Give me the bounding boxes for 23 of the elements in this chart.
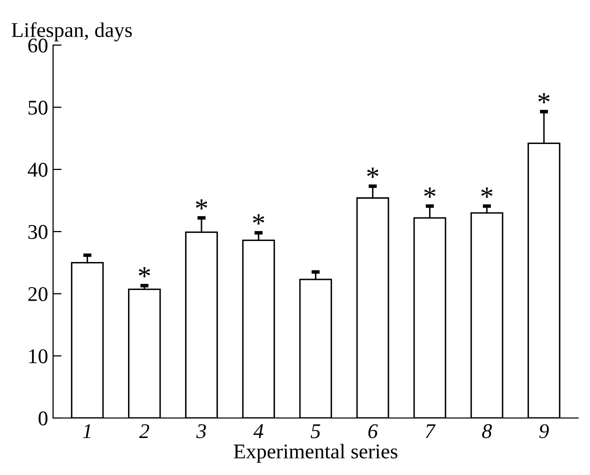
y-tick-label: 50 xyxy=(28,100,48,115)
x-tick-label: 8 xyxy=(482,424,492,438)
x-tick-label: 3 xyxy=(196,424,206,438)
annotation: * xyxy=(196,199,208,210)
annotation: * xyxy=(424,188,436,198)
y-tick-label: 10 xyxy=(29,349,48,364)
annotation: * xyxy=(138,267,150,278)
y-tick-label: 20 xyxy=(28,287,48,302)
x-tick-label: 1 xyxy=(82,424,90,438)
annotation: * xyxy=(481,188,492,198)
x-tick-label: 9 xyxy=(539,424,549,438)
x-tick-label: 4 xyxy=(253,424,264,438)
x-tick-label: 6 xyxy=(368,424,378,438)
annotation: * xyxy=(367,168,378,178)
x-tick-label: 5 xyxy=(310,424,320,438)
x-tick-label: 2 xyxy=(139,424,150,438)
x-tick-label: 7 xyxy=(426,424,436,438)
y-tick-label: 30 xyxy=(28,224,48,239)
y-tick-label: 0 xyxy=(38,411,48,426)
annotation: * xyxy=(252,214,264,224)
y-tick-label: 40 xyxy=(28,162,48,177)
x-axis-title: Experimental series xyxy=(234,444,398,463)
annotation: * xyxy=(538,93,550,104)
